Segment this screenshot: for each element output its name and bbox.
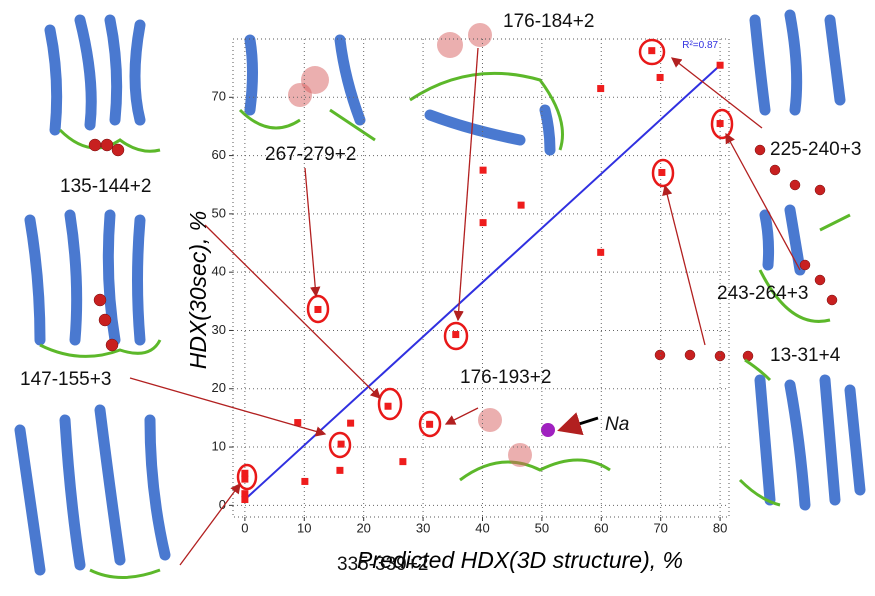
peptide-label: 147-155+3 bbox=[20, 369, 111, 390]
peptide-label: 267-279+2 bbox=[265, 144, 356, 165]
peptide-label: 335-339+2 bbox=[337, 554, 428, 575]
data-point bbox=[480, 219, 487, 226]
data-point bbox=[480, 167, 487, 174]
x-tick-label: 70 bbox=[653, 520, 667, 535]
peptide-label: 176-184+2 bbox=[503, 11, 594, 32]
x-tick-label: 30 bbox=[416, 520, 430, 535]
data-point bbox=[597, 249, 604, 256]
ion-label: Na bbox=[605, 414, 629, 435]
data-point bbox=[658, 169, 665, 176]
data-point bbox=[336, 467, 343, 474]
data-point bbox=[301, 478, 308, 485]
y-tick-label: 30 bbox=[212, 322, 226, 337]
y-axis-label: HDX(30sec), % bbox=[185, 211, 211, 369]
y-tick-label: 70 bbox=[212, 89, 226, 104]
x-tick-label: 80 bbox=[713, 520, 727, 535]
y-tick-label: 40 bbox=[212, 264, 226, 279]
peptide-label: 243-264+3 bbox=[717, 283, 808, 304]
plot-frame bbox=[233, 39, 729, 517]
y-tick-label: 20 bbox=[212, 380, 226, 395]
peptide-label: 135-144+2 bbox=[60, 176, 151, 197]
peptide-label: 176-193+2 bbox=[460, 367, 551, 388]
data-point bbox=[717, 62, 724, 69]
data-point bbox=[241, 476, 248, 483]
x-tick-label: 0 bbox=[241, 520, 248, 535]
data-point bbox=[385, 403, 392, 410]
data-point bbox=[657, 74, 664, 81]
data-point bbox=[597, 85, 604, 92]
data-point bbox=[314, 306, 321, 313]
x-tick-label: 40 bbox=[475, 520, 489, 535]
data-point bbox=[399, 458, 406, 465]
data-point bbox=[241, 496, 248, 503]
data-point bbox=[648, 47, 655, 54]
fit-label: R²=0.87 bbox=[682, 40, 718, 51]
x-tick-label: 50 bbox=[535, 520, 549, 535]
data-point bbox=[518, 202, 525, 209]
data-point bbox=[338, 441, 345, 448]
data-point bbox=[347, 420, 354, 427]
figure: 01020304050607080010203040506070Predicte… bbox=[0, 0, 875, 596]
data-point bbox=[452, 331, 459, 338]
data-point bbox=[426, 421, 433, 428]
y-tick-label: 50 bbox=[212, 205, 226, 220]
x-tick-label: 20 bbox=[356, 520, 370, 535]
y-tick-label: 10 bbox=[212, 438, 226, 453]
data-point bbox=[717, 120, 724, 127]
peptide-label: 225-240+3 bbox=[770, 139, 861, 160]
peptide-label: 13-31+4 bbox=[770, 345, 841, 366]
x-tick-label: 60 bbox=[594, 520, 608, 535]
y-tick-label: 60 bbox=[212, 147, 226, 162]
x-tick-label: 10 bbox=[297, 520, 311, 535]
